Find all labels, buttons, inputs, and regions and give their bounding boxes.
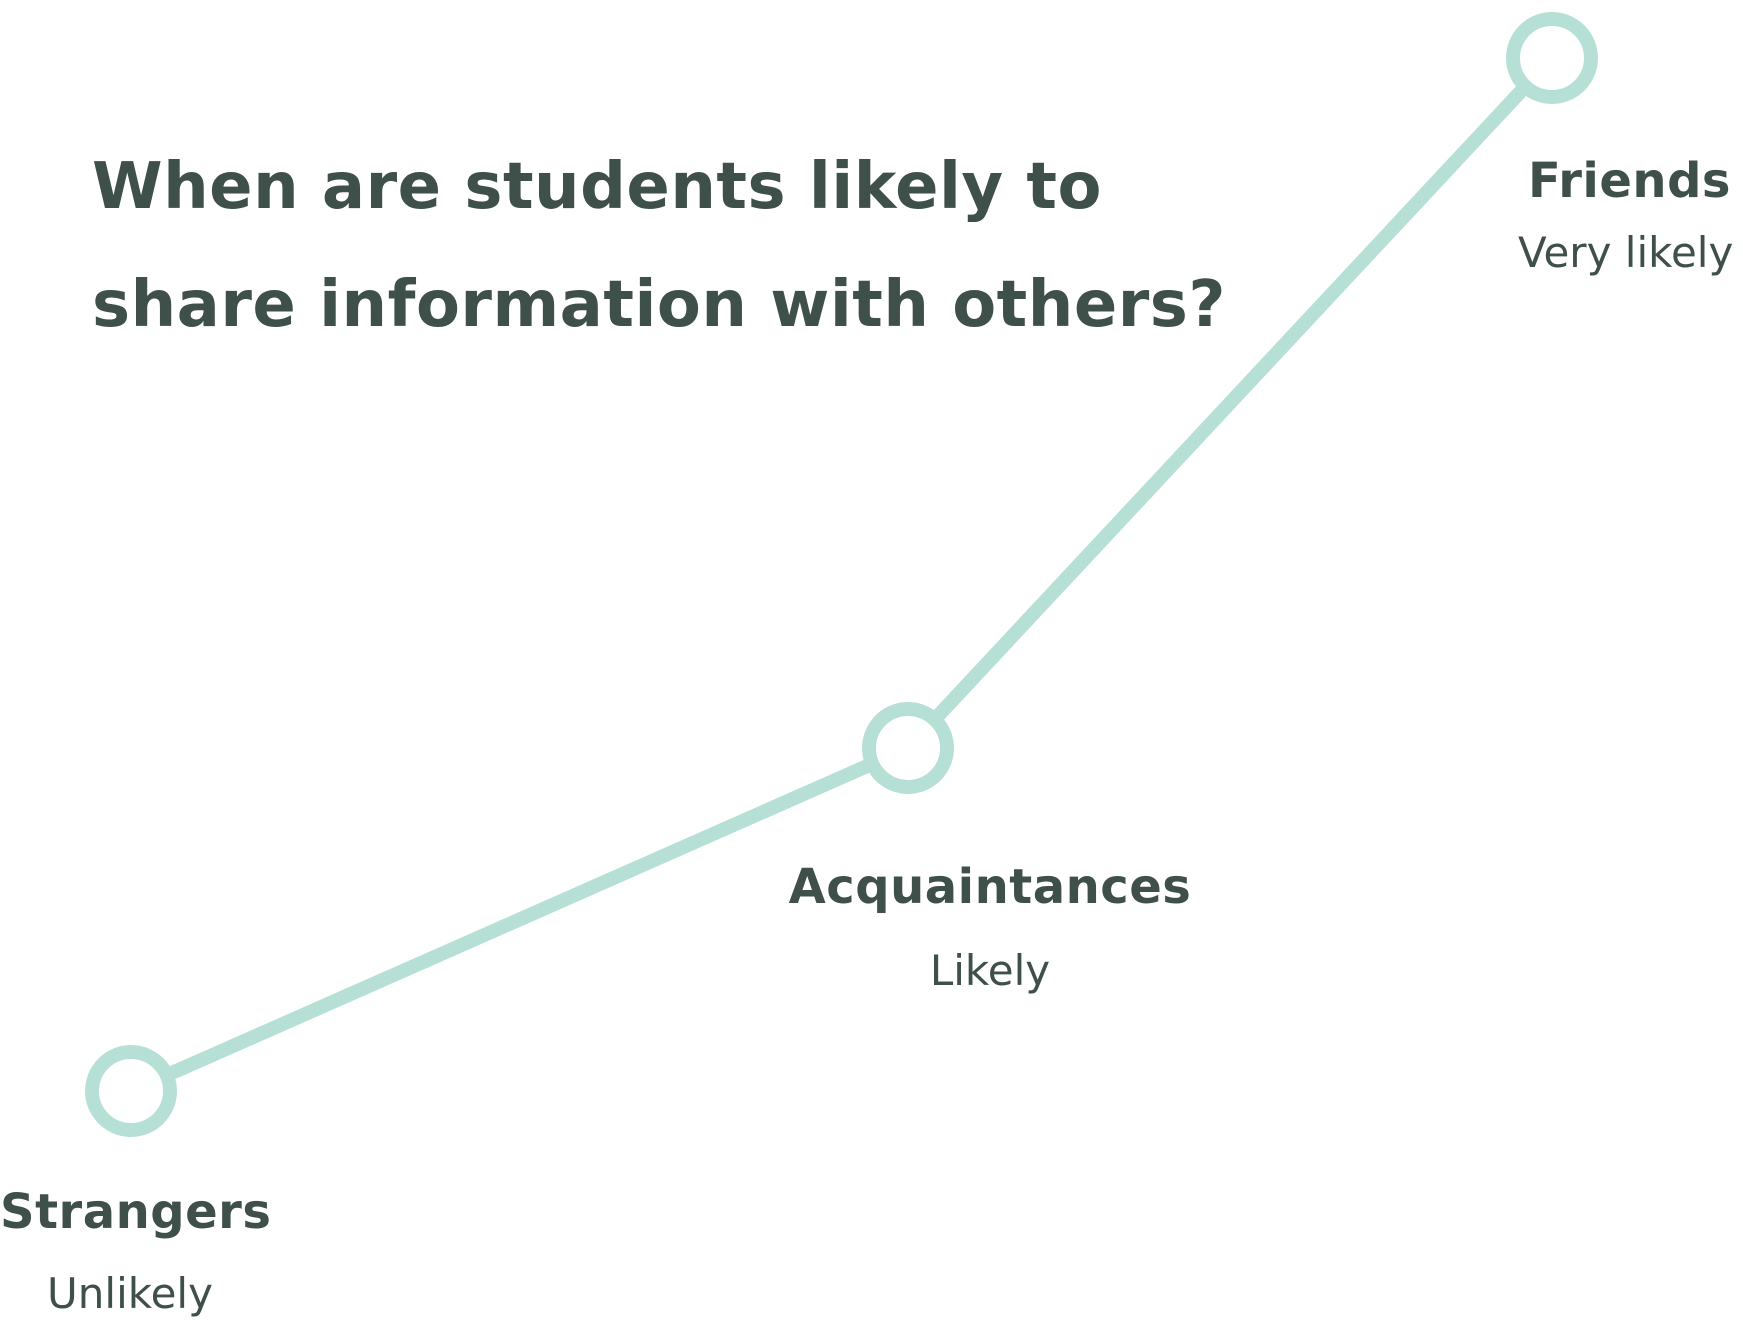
title-line-2: share information with others?: [92, 268, 1226, 342]
node-label-friends: Friends Very likely: [1518, 152, 1743, 278]
node-value-friends: Very likely: [1518, 228, 1734, 277]
node-name-strangers: Strangers: [0, 1184, 272, 1240]
node-label-strangers: Strangers Unlikely: [0, 1183, 272, 1319]
node-marker-acquaintances: [862, 702, 954, 794]
node-label-acquaintances: Acquaintances Likely: [780, 858, 1200, 996]
node-value-strangers: Unlikely: [47, 1269, 213, 1318]
node-name-friends: Friends: [1528, 153, 1731, 209]
title-line-1: When are students likely to: [92, 150, 1102, 224]
page-title: When are students likely to share inform…: [92, 128, 1292, 364]
node-marker-strangers: [85, 1045, 177, 1137]
node-name-acquaintances: Acquaintances: [788, 859, 1192, 915]
node-value-acquaintances: Likely: [929, 946, 1051, 995]
node-marker-friends: [1506, 12, 1598, 104]
